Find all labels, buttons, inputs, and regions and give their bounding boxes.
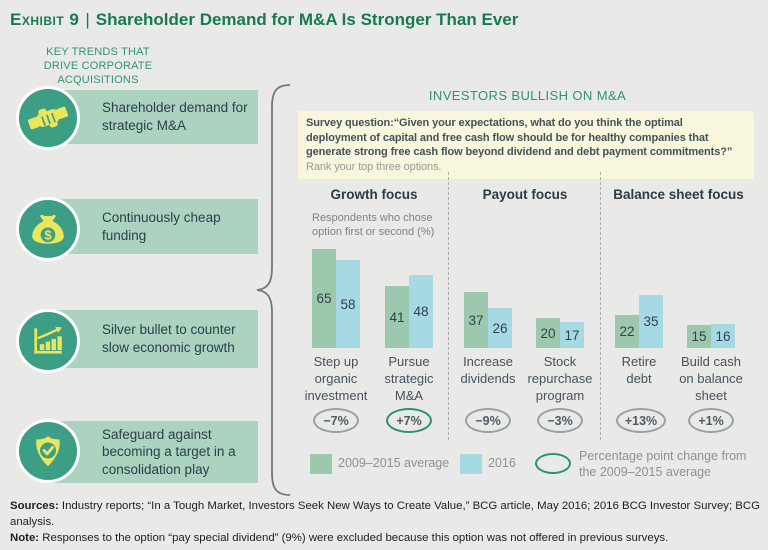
trend-item-cheap-funding: Continuously cheap funding [46,199,258,254]
handshake-icon [16,86,80,150]
bar-value: 17 [564,327,580,343]
legend-swatch-2009-2015 [310,454,332,474]
column-header-growth: Growth focus [330,187,418,202]
bar-value: 20 [540,325,556,341]
bar-2016: 48 [409,275,433,348]
growth-chart-icon [16,309,80,373]
bar-value: 15 [691,329,707,344]
bar-2016: 17 [560,322,584,348]
legend-label-2009-2015: 2009–2015 average [338,456,450,470]
trend-item-shareholder-demand: Shareholder demand for strategic M&A [46,90,258,144]
change-badge: −9% [465,408,511,433]
column-divider [600,172,601,440]
category-label: Pursue strategic M&A [384,354,434,403]
column-divider [448,172,449,440]
key-trends-heading: KEY TRENDS THAT DRIVE CORPORATE ACQUISIT… [43,46,153,86]
column-header-balance: Balance sheet focus [613,187,744,202]
axis-note: Respondents who chose option first or se… [312,212,435,239]
legend-oval-icon [535,453,571,474]
bar-group-build-cash: 15 16 [687,324,735,348]
title-text: Shareholder Demand for M&A Is Stronger T… [95,10,519,29]
bar-2009-2015-avg: 20 [536,318,560,348]
bar-2009-2015-avg: 65 [312,249,336,348]
shield-check-icon [36,436,60,467]
change-badge: −3% [537,408,583,433]
trend-label: Safeguard against becoming a target in a… [102,426,236,477]
bar-2009-2015-avg: 37 [464,292,488,348]
trend-label: Shareholder demand for strategic M&A [102,100,248,133]
sources-text: Industry reports; “In a Tough Market, In… [10,500,760,528]
bar-2009-2015-avg: 41 [385,286,409,348]
bar-value: 37 [468,312,484,328]
survey-question-text: Survey question:“Given your expectations… [306,117,733,159]
bar-group-stock-repurchase: 20 17 [536,318,584,348]
bar-value: 35 [643,314,659,329]
title-separator: | [85,10,90,29]
page-title: Exhibit 9 | Shareholder Demand for M&A Is … [10,10,518,30]
change-badge: +1% [688,408,734,433]
bar-value: 65 [316,291,332,306]
trend-label: Silver bullet to counter slow economic g… [102,322,236,355]
trend-item-safeguard: Safeguard against becoming a target in a… [46,421,258,483]
change-badge: −7% [313,408,359,433]
exhibit-number: Exhibit 9 [10,10,80,29]
column-header-payout: Payout focus [482,187,568,202]
handshake-icon [27,106,69,130]
trend-label: Continuously cheap funding [102,209,221,243]
category-label: Retire debt [621,354,657,386]
bar-2016: 35 [639,295,663,348]
change-badge: +13% [616,408,666,433]
legend-label-change: Percentage point change from the 2009–20… [579,449,747,479]
growth-chart-icon [34,326,62,354]
category-label: Build cash on balance sheet [679,354,743,403]
change-badge: +7% [386,408,432,433]
sources-label: Sources: [10,500,59,512]
category-label: Step up organic investment [304,354,368,403]
category-label: Stock repurchase program [527,354,593,403]
bar-value: 58 [340,296,356,312]
bar-group-increase-dividends: 37 26 [464,292,512,348]
bar-2016: 26 [488,308,512,348]
bar-group-step-up: 65 58 [312,249,360,348]
bar-group-pursue-ma: 41 48 [385,275,433,348]
panel-heading: INVESTORS BULLISH ON M&A [428,88,627,103]
survey-question-tail: Rank your top three options. [306,160,442,173]
note-line: Note: Responses to the option “pay speci… [10,531,762,547]
note-text: Responses to the option “pay special div… [39,531,669,544]
footer-notes: Sources: Industry reports; “In a Tough M… [10,499,762,547]
bar-value: 16 [715,328,731,344]
brace-connector [256,84,291,496]
bar-group-retire-debt: 22 35 [615,295,663,348]
note-label: Note: [10,531,40,544]
trend-item-silver-bullet: Silver bullet to counter slow economic g… [46,310,258,368]
money-bag-icon: $ [16,197,80,261]
bar-2009-2015-avg: 15 [687,325,711,348]
category-label: Increase dividends [460,354,516,386]
bar-value: 26 [492,320,508,336]
bar-2016: 58 [336,260,360,348]
money-bag-icon: $ [32,214,64,244]
legend-label-2016: 2016 [488,456,516,470]
sources-line: Sources: Industry reports; “In a Tough M… [10,499,762,531]
shield-check-icon [16,419,80,483]
survey-question-box: Survey question:“Given your expectations… [298,111,754,180]
bar-value: 41 [389,309,405,325]
bar-value: 22 [619,324,635,339]
bar-value: 48 [413,304,429,319]
svg-text:$: $ [44,228,52,243]
legend-swatch-2016 [460,454,482,474]
bar-2016: 16 [711,324,735,348]
bar-2009-2015-avg: 22 [615,315,639,348]
